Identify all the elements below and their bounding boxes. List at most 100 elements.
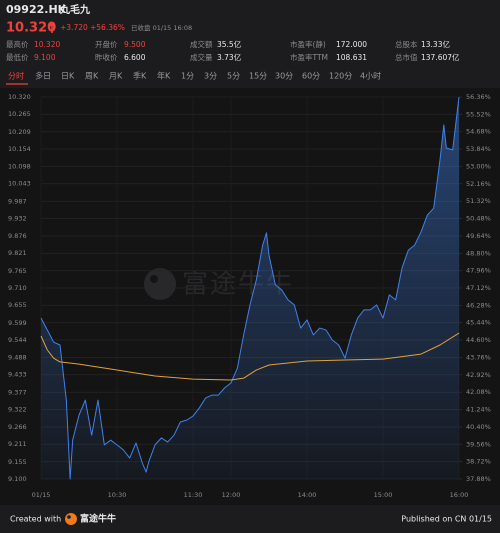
y2-tick-label: 44.60% (466, 336, 491, 344)
y2-tick-label: 43.76% (466, 353, 491, 361)
change-pct: +56.36% (90, 23, 125, 32)
y-tick-label: 10.154 (8, 145, 31, 153)
y2-tick-label: 38.72% (466, 458, 491, 466)
y2-tick-label: 47.96% (466, 267, 491, 275)
stat-label: 成交量 (190, 52, 213, 62)
stat-value: 108.631 (336, 53, 367, 62)
y-tick-label: 9.821 (8, 249, 27, 257)
x-tick-label: 11:30 (184, 491, 203, 499)
y-tick-label: 10.209 (8, 128, 31, 136)
y-tick-label: 9.155 (8, 458, 27, 466)
stat-value: 13.33亿 (421, 39, 450, 49)
series-line (40, 96, 460, 480)
y-tick-label: 10.098 (8, 163, 31, 171)
y-tick-label: 9.932 (8, 214, 27, 222)
stat-value: 35.5亿 (217, 39, 242, 49)
tab: 5分 (227, 72, 240, 81)
y2-tick-label: 41.24% (466, 406, 491, 414)
y-tick-label: 9.544 (8, 336, 27, 344)
y-tick-label: 9.710 (8, 284, 27, 292)
tab: 120分 (329, 72, 352, 81)
tab: 周K (85, 72, 99, 81)
y2-tick-label: 51.32% (466, 197, 491, 205)
y2-tick-label: 50.48% (466, 215, 491, 223)
y-tick-label: 9.266 (8, 423, 27, 431)
y2-tick-label: 39.56% (466, 440, 491, 448)
status: 已收盘 01/15 16:08 (131, 23, 192, 32)
tab: 年K (157, 71, 171, 81)
stat-value: 9.500 (124, 40, 146, 49)
tab: 季K (133, 71, 147, 81)
stat-value: 9.100 (34, 53, 56, 62)
tab: 60分 (302, 72, 320, 81)
y2-tick-label: 54.68% (466, 128, 491, 136)
stat-label: 开盘价 (95, 39, 118, 49)
y2-tick-label: 42.92% (466, 371, 491, 379)
y-tick-label: 9.433 (8, 371, 27, 379)
tab: 月K (109, 72, 123, 81)
x-tick-label: 10:30 (108, 491, 127, 499)
stats: 最高价 10.320 开盘价 9.500 成交额 35.5亿 市盈率(静) 172.000 总股… (6, 39, 460, 62)
stat-value: 6.600 (124, 53, 146, 62)
series-line (40, 332, 460, 381)
y2-tick-label: 47.12% (466, 284, 491, 292)
footer-published: Published on CN 01/15 (401, 515, 492, 524)
y2-tick-label: 53.84% (466, 145, 491, 153)
y-tick-label: 10.043 (8, 180, 31, 188)
footer-created: Created with (10, 515, 61, 524)
y-tick-label: 9.599 (8, 319, 27, 327)
change: +3.720 (60, 23, 88, 32)
y-tick-label: 9.322 (8, 405, 27, 413)
stock-code: 09922.HK (6, 3, 67, 16)
y2-tick-label: 53.00% (466, 162, 491, 170)
footer-brand: 富途牛牛 (80, 513, 116, 525)
stat-label: 总市值 (395, 52, 418, 62)
stat-value: 3.73亿 (217, 52, 242, 62)
tab: 3分 (204, 72, 217, 81)
y-tick-label: 10.320 (8, 93, 31, 101)
stat-label: 成交额 (190, 39, 213, 49)
tab: 4小时 (360, 71, 381, 81)
y-tick-label: 9.655 (8, 301, 27, 309)
footer-logo-eye (67, 515, 71, 519)
x-tick-label: 14:00 (298, 491, 317, 499)
stock-name: 九毛九 (59, 3, 90, 16)
y-tick-label: 9.876 (8, 232, 27, 240)
stat-value: 10.320 (34, 40, 60, 49)
stat-label: 最低价 (6, 52, 29, 62)
price: 10.320 (6, 21, 56, 36)
x-tick-label: 15:00 (374, 491, 393, 499)
y2-tick-label: 49.64% (466, 232, 491, 240)
plot: 10.320 10.265 10.209 10.154 10.098 10.043 9.98… (8, 93, 491, 499)
tab: 多日 (35, 71, 51, 81)
tab: 30分 (275, 72, 293, 81)
tab: 1分 (181, 72, 194, 81)
up-arrow (47, 22, 57, 33)
y2-tick-label: 56.36% (466, 93, 491, 101)
stat-value: 137.607亿 (421, 52, 460, 62)
y-tick-label: 9.211 (8, 440, 27, 448)
y2-tick-label: 37.88% (466, 475, 491, 483)
y2-tick-label: 45.44% (466, 319, 491, 327)
y-tick-label: 9.765 (8, 267, 27, 275)
stat-label: 总股本 (395, 39, 418, 49)
y-tick-label: 9.377 (8, 388, 27, 396)
y2-tick-label: 52.16% (466, 180, 491, 188)
tab: 15分 (249, 72, 267, 81)
watermark-logo (144, 268, 176, 300)
stat-label: 昨收价 (95, 52, 118, 62)
y2-tick-label: 55.52% (466, 110, 491, 118)
y2-tick-label: 42.08% (466, 388, 491, 396)
footer-logo (65, 513, 77, 525)
stat-label: 市盈率TTM (290, 52, 328, 62)
watermark-logo-eye (150, 275, 158, 283)
y2-tick-label: 46.28% (466, 301, 491, 309)
tabs: 分时 多日 日K 周K 月K 季K 年K 1分 3分 5分 15分 30分 60分 120分 4小时 (8, 71, 381, 81)
x-tick-label: 16:00 (450, 491, 469, 499)
stat-value: 172.000 (336, 40, 367, 49)
stat-label: 最高价 (6, 39, 29, 49)
y-tick-label: 10.265 (8, 110, 31, 118)
x-tick-label: 12:00 (222, 491, 241, 499)
